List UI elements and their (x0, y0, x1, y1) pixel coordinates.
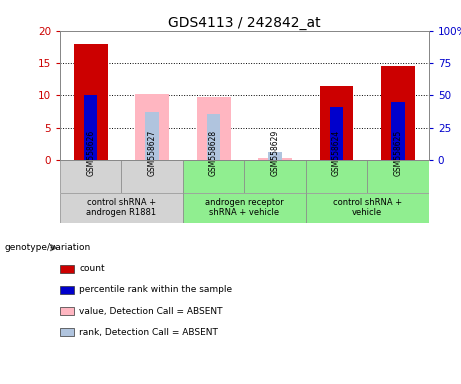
Bar (183, 193, 306, 223)
Text: control shRNA +
vehicle: control shRNA + vehicle (333, 198, 402, 217)
Text: GSM558626: GSM558626 (86, 129, 95, 176)
Text: count: count (79, 264, 105, 273)
Bar (306, 193, 429, 223)
Text: rank, Detection Call = ABSENT: rank, Detection Call = ABSENT (79, 328, 218, 337)
Text: GSM558629: GSM558629 (271, 129, 279, 176)
Bar (367, 160, 429, 193)
Text: GSM558625: GSM558625 (394, 129, 402, 176)
Bar (330, 106, 343, 160)
Bar (183, 160, 244, 193)
Bar (244, 160, 306, 193)
Text: androgen receptor
shRNA + vehicle: androgen receptor shRNA + vehicle (205, 198, 284, 217)
Bar (258, 158, 292, 160)
Bar (84, 96, 97, 160)
Text: percentile rank within the sample: percentile rank within the sample (79, 285, 232, 295)
Text: control shRNA +
androgen R1881: control shRNA + androgen R1881 (86, 198, 156, 217)
Bar (319, 86, 354, 160)
Bar (145, 112, 159, 160)
Bar (135, 94, 169, 160)
Bar (381, 66, 415, 160)
Bar (306, 160, 367, 193)
Bar (74, 44, 107, 160)
Bar (60, 160, 121, 193)
Bar (197, 98, 230, 160)
Title: GDS4113 / 242842_at: GDS4113 / 242842_at (168, 16, 321, 30)
Text: GSM558627: GSM558627 (148, 129, 157, 176)
Bar (60, 193, 183, 223)
Text: value, Detection Call = ABSENT: value, Detection Call = ABSENT (79, 306, 223, 316)
Bar (391, 102, 405, 160)
Text: genotype/variation: genotype/variation (5, 243, 91, 252)
Text: GSM558624: GSM558624 (332, 129, 341, 176)
Bar (268, 152, 282, 160)
Bar (121, 160, 183, 193)
Text: GSM558628: GSM558628 (209, 130, 218, 176)
Bar (207, 114, 220, 160)
